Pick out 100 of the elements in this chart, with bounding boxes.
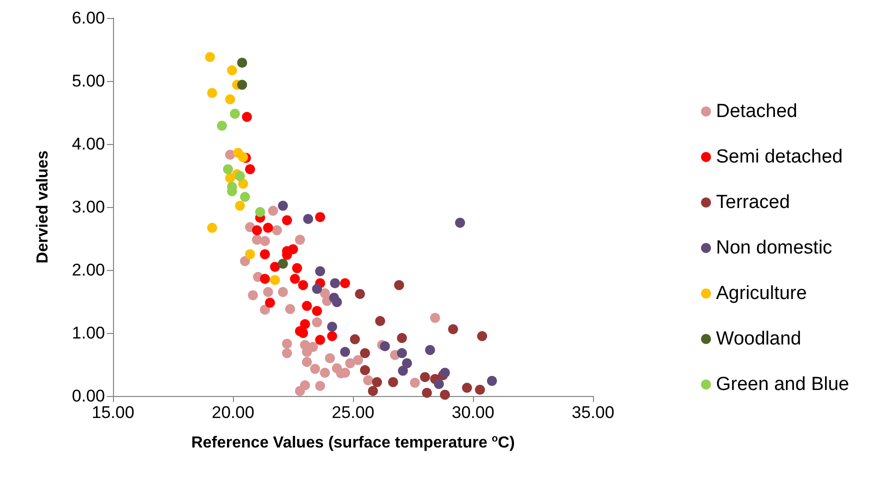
point <box>282 348 292 358</box>
point <box>294 234 305 245</box>
point <box>308 342 318 352</box>
point <box>245 164 256 174</box>
point <box>396 348 407 358</box>
point <box>380 341 390 352</box>
legend-label: Semi detached <box>716 146 843 168</box>
point <box>354 288 365 299</box>
point <box>363 375 374 386</box>
point <box>477 331 488 342</box>
point <box>474 384 485 395</box>
point <box>375 316 386 326</box>
point <box>282 338 292 349</box>
point <box>327 322 338 332</box>
point <box>260 236 270 246</box>
point <box>312 306 322 316</box>
point <box>315 380 326 391</box>
point <box>255 207 266 218</box>
y-tick-label: 3.00 <box>72 198 105 216</box>
point <box>300 380 310 390</box>
point <box>300 319 310 330</box>
legend-label: Detached <box>716 101 798 122</box>
point <box>398 366 408 376</box>
point <box>303 214 314 224</box>
point <box>345 358 356 368</box>
y-tick-label: 2.00 <box>72 260 105 280</box>
point <box>238 152 248 162</box>
point <box>263 287 274 298</box>
point <box>298 280 308 290</box>
point <box>312 284 322 294</box>
point <box>204 52 215 62</box>
point <box>350 334 360 344</box>
x-tick-label: 35.00 <box>572 403 614 422</box>
point <box>440 390 450 400</box>
point <box>402 358 412 368</box>
point <box>238 178 248 189</box>
legend-label: Green and Blue <box>716 374 850 395</box>
point <box>240 192 250 202</box>
point <box>332 297 342 308</box>
point <box>225 94 236 104</box>
point <box>327 331 338 342</box>
point <box>440 368 450 378</box>
point <box>410 378 420 388</box>
point <box>372 377 382 388</box>
point <box>237 80 248 90</box>
y-tick-label: 4.00 <box>72 134 105 154</box>
point <box>312 317 322 328</box>
y-tick-label: 0.00 <box>72 386 105 406</box>
point <box>320 368 330 378</box>
point <box>248 290 258 300</box>
point <box>225 150 236 160</box>
point <box>207 88 218 98</box>
point <box>315 334 326 345</box>
legend-label: Agriculture <box>716 283 807 304</box>
point <box>302 356 312 367</box>
point <box>207 222 218 233</box>
point <box>264 298 275 308</box>
point <box>455 218 466 228</box>
point <box>448 324 458 334</box>
point <box>230 108 240 119</box>
point <box>242 112 252 122</box>
point <box>396 333 407 344</box>
x-tick-label: 20.00 <box>212 403 254 422</box>
x-tick-label: 25.00 <box>332 403 374 422</box>
point <box>222 164 233 174</box>
point <box>268 206 278 216</box>
point <box>430 312 440 323</box>
point <box>340 346 350 357</box>
point <box>315 266 326 276</box>
point <box>368 386 378 396</box>
y-tick-label: 6.00 <box>72 8 105 28</box>
x-tick-label: 15.00 <box>92 403 134 422</box>
legend-label: Woodland <box>716 328 802 350</box>
point <box>353 355 364 366</box>
point <box>234 171 245 182</box>
point <box>278 287 288 298</box>
y-tick-label: 1.00 <box>72 324 105 342</box>
point <box>292 263 302 274</box>
point <box>234 200 245 211</box>
point <box>315 212 326 222</box>
point <box>434 379 444 390</box>
point <box>270 262 280 272</box>
point <box>240 256 250 266</box>
point <box>260 274 270 284</box>
point <box>285 304 296 314</box>
point <box>394 280 404 290</box>
y-axis-title: Dervied values <box>34 150 52 264</box>
point <box>260 249 270 260</box>
point <box>330 278 340 288</box>
point <box>263 222 274 233</box>
point <box>245 249 256 260</box>
point <box>310 364 320 374</box>
point <box>360 365 370 376</box>
point <box>324 353 335 364</box>
point <box>462 382 472 393</box>
x-tick-label: 30.00 <box>452 403 494 422</box>
point <box>252 225 262 236</box>
point <box>388 377 398 388</box>
legend-label: Non domestic <box>716 238 832 258</box>
point <box>272 225 282 236</box>
